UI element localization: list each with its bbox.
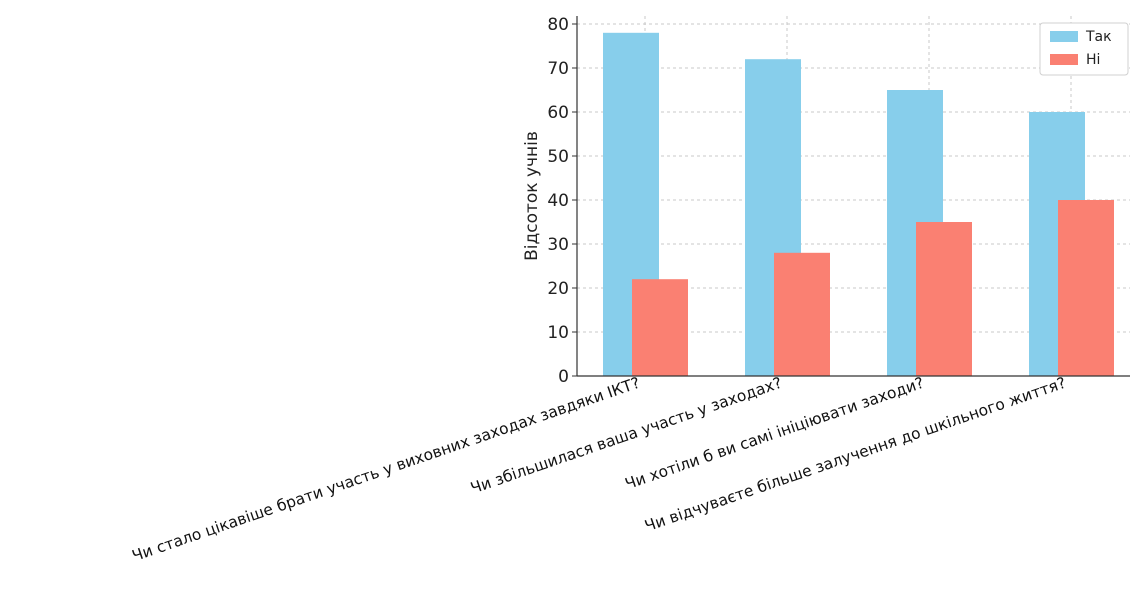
y-tick-label: 60 bbox=[547, 103, 569, 123]
bar-ni bbox=[916, 222, 972, 376]
bar-ni bbox=[632, 279, 688, 376]
y-tick-label: 30 bbox=[547, 235, 569, 255]
y-tick-label: 10 bbox=[547, 323, 569, 343]
axes bbox=[576, 16, 1130, 377]
bars bbox=[603, 32, 1114, 377]
x-tick-label: Чи стало цікавіше брати участь у виховни… bbox=[130, 374, 643, 565]
y-tick-label: 0 bbox=[558, 367, 569, 387]
legend-swatch-ni bbox=[1050, 54, 1078, 65]
legend-label-ni: Ні bbox=[1086, 52, 1100, 68]
legend-swatch-tak bbox=[1050, 31, 1078, 42]
y-tick-label: 20 bbox=[547, 279, 569, 299]
y-tick-label: 50 bbox=[547, 147, 569, 167]
bar-ni bbox=[1058, 200, 1114, 376]
category-labels: Чи стало цікавіше брати участь у виховни… bbox=[130, 374, 1069, 565]
legend-frame bbox=[1039, 22, 1129, 76]
y-tick-label: 40 bbox=[547, 191, 569, 211]
legend-label-tak: Так bbox=[1085, 29, 1112, 45]
y-axis-label: Відсоток учнів bbox=[522, 131, 542, 261]
y-tick-label: 80 bbox=[547, 15, 569, 35]
legend: Так Ні bbox=[1039, 22, 1129, 76]
bar-ni bbox=[774, 252, 830, 376]
y-tick-labels: 0 10 20 30 40 50 60 70 80 bbox=[547, 15, 577, 387]
y-tick-label: 70 bbox=[547, 59, 569, 79]
